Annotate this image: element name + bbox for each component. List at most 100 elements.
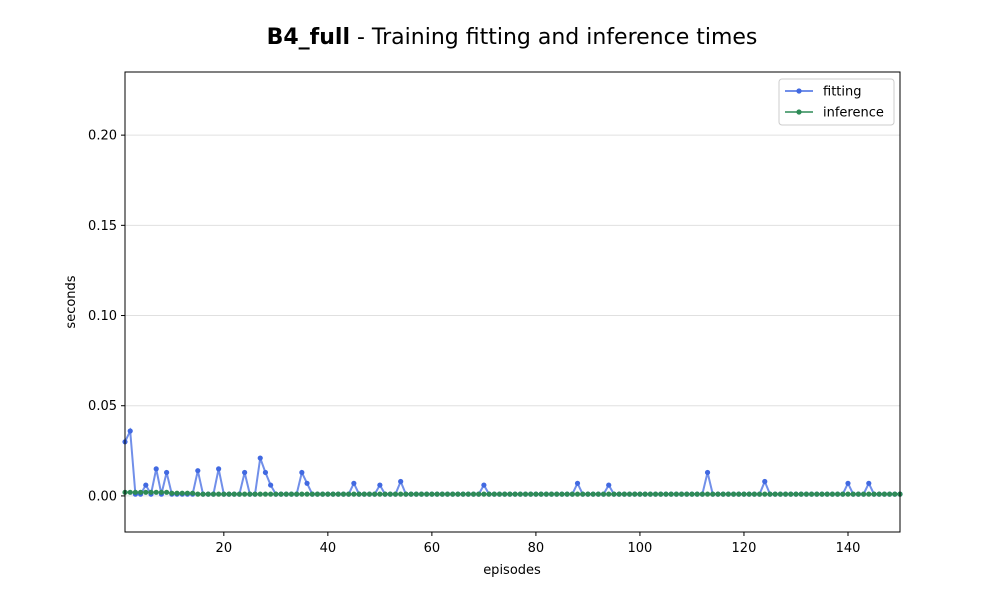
data-point-inference	[554, 491, 560, 497]
data-point-inference	[860, 491, 867, 497]
data-point-inference	[580, 491, 586, 497]
y-axis-ticks: 0.00 0.05 0.10 0.15 0.20	[88, 129, 125, 504]
data-point-inference	[496, 491, 503, 497]
data-point-inference	[387, 491, 393, 497]
data-point-inference	[153, 489, 159, 495]
data-point-inference	[621, 491, 627, 497]
data-point-inference	[195, 491, 201, 497]
data-point-inference	[148, 489, 154, 495]
data-point-inference	[164, 489, 170, 495]
data-point-fitting	[127, 428, 133, 434]
data-point-inference	[247, 491, 253, 497]
data-point-inference	[652, 491, 659, 497]
data-point-inference	[782, 491, 789, 497]
x-axis-label: episodes	[483, 563, 541, 578]
data-point-inference	[798, 491, 804, 497]
data-point-fitting	[377, 482, 383, 488]
data-point-inference	[673, 491, 679, 497]
data-point-inference	[413, 491, 419, 497]
data-point-inference	[892, 491, 898, 497]
data-point-inference	[616, 491, 622, 497]
data-point-inference	[278, 491, 284, 497]
data-point-inference	[200, 491, 206, 497]
y-tick-label: 0.00	[88, 489, 117, 504]
data-point-inference	[528, 491, 534, 497]
data-point-fitting	[866, 480, 872, 486]
data-point-fitting	[262, 469, 269, 476]
data-point-inference	[715, 491, 721, 497]
data-point-inference	[793, 491, 799, 497]
y-tick-label: 0.20	[88, 129, 117, 144]
data-point-inference	[606, 491, 612, 497]
data-point-inference	[127, 489, 133, 495]
data-point-fitting	[845, 480, 851, 486]
chart-title-rest: - Training fitting and inference times	[350, 25, 757, 50]
data-point-fitting	[299, 469, 305, 476]
data-point-inference	[465, 491, 471, 497]
x-axis-ticks: 20 40 60 80 100 120 140	[216, 532, 860, 556]
data-point-inference	[424, 491, 430, 497]
x-tick-label: 40	[320, 541, 337, 556]
legend-marker-inference	[796, 109, 802, 115]
data-point-inference	[725, 491, 731, 497]
legend-label-inference: inference	[823, 106, 884, 121]
data-point-inference	[533, 491, 539, 497]
data-point-inference	[502, 491, 508, 497]
data-point-inference	[658, 491, 664, 497]
data-point-inference	[450, 491, 456, 497]
data-point-inference	[803, 491, 809, 497]
data-point-inference	[626, 491, 633, 497]
data-point-inference	[756, 491, 763, 497]
data-point-inference	[751, 491, 757, 497]
data-point-inference	[611, 491, 617, 497]
data-point-inference	[429, 491, 435, 497]
data-point-inference	[320, 491, 326, 497]
data-point-inference	[730, 491, 737, 497]
data-point-inference	[486, 491, 492, 497]
data-point-inference	[886, 491, 893, 497]
data-point-fitting	[304, 480, 310, 486]
data-point-inference	[507, 491, 513, 497]
data-point-inference	[314, 491, 321, 497]
data-point-fitting	[216, 466, 222, 472]
data-point-inference	[190, 490, 196, 496]
data-point-fitting	[574, 480, 581, 486]
data-point-inference	[704, 491, 711, 497]
data-point-inference	[481, 491, 487, 497]
data-point-inference	[366, 491, 373, 497]
data-point-inference	[335, 491, 341, 497]
data-point-inference	[169, 490, 175, 496]
data-point-inference	[736, 491, 742, 497]
data-point-inference	[434, 491, 440, 497]
data-point-inference	[242, 491, 248, 497]
data-point-inference	[158, 489, 165, 495]
data-point-inference	[777, 491, 783, 497]
data-point-inference	[325, 491, 331, 497]
x-tick-label: 100	[628, 541, 653, 556]
data-point-fitting	[398, 478, 404, 485]
data-point-inference	[855, 491, 861, 497]
data-point-inference	[252, 491, 258, 497]
y-axis-label: seconds	[64, 275, 79, 328]
data-point-inference	[294, 491, 300, 497]
data-point-inference	[132, 489, 139, 495]
data-point-inference	[403, 491, 409, 497]
x-tick-label: 120	[732, 541, 757, 556]
data-point-fitting	[242, 469, 248, 476]
data-point-inference	[257, 491, 263, 497]
data-point-inference	[699, 491, 705, 497]
data-point-inference	[668, 491, 674, 497]
data-point-inference	[205, 491, 211, 497]
data-point-inference	[512, 491, 518, 497]
data-point-inference	[762, 491, 768, 497]
data-point-inference	[871, 491, 877, 497]
data-point-inference	[642, 491, 648, 497]
data-point-inference	[829, 491, 835, 497]
data-point-inference	[210, 491, 217, 497]
data-point-inference	[569, 491, 575, 497]
data-point-inference	[408, 491, 414, 497]
data-point-inference	[179, 490, 185, 496]
data-point-fitting	[704, 469, 711, 476]
data-point-inference	[444, 491, 451, 497]
data-point-fitting	[481, 482, 487, 488]
